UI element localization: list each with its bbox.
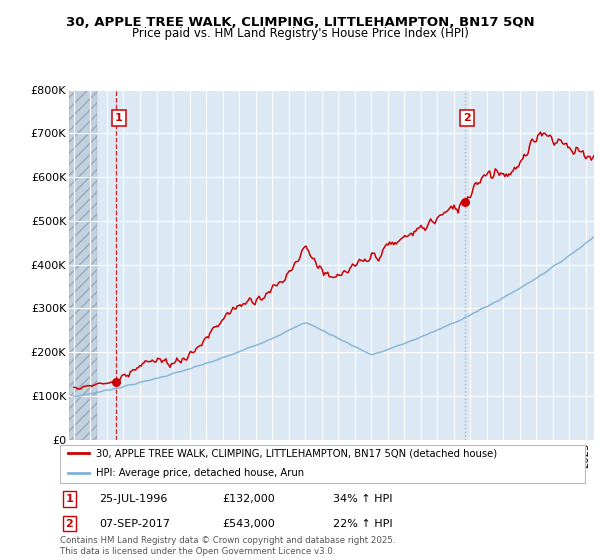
Text: 07-SEP-2017: 07-SEP-2017 bbox=[100, 519, 170, 529]
Text: 30, APPLE TREE WALK, CLIMPING, LITTLEHAMPTON, BN17 5QN: 30, APPLE TREE WALK, CLIMPING, LITTLEHAM… bbox=[65, 16, 535, 29]
Text: Price paid vs. HM Land Registry's House Price Index (HPI): Price paid vs. HM Land Registry's House … bbox=[131, 27, 469, 40]
Text: 22% ↑ HPI: 22% ↑ HPI bbox=[333, 519, 392, 529]
Text: 25-JUL-1996: 25-JUL-1996 bbox=[100, 494, 168, 504]
Text: 1: 1 bbox=[115, 113, 122, 123]
Text: £132,000: £132,000 bbox=[223, 494, 275, 504]
Text: £543,000: £543,000 bbox=[223, 519, 275, 529]
Text: Contains HM Land Registry data © Crown copyright and database right 2025.
This d: Contains HM Land Registry data © Crown c… bbox=[60, 536, 395, 556]
Text: 2: 2 bbox=[463, 113, 471, 123]
Text: 30, APPLE TREE WALK, CLIMPING, LITTLEHAMPTON, BN17 5QN (detached house): 30, APPLE TREE WALK, CLIMPING, LITTLEHAM… bbox=[96, 448, 497, 458]
Text: 2: 2 bbox=[65, 519, 73, 529]
Text: HPI: Average price, detached house, Arun: HPI: Average price, detached house, Arun bbox=[96, 468, 304, 478]
Text: 1: 1 bbox=[65, 494, 73, 504]
Bar bbox=[69, 90, 97, 440]
Text: 34% ↑ HPI: 34% ↑ HPI bbox=[333, 494, 392, 504]
